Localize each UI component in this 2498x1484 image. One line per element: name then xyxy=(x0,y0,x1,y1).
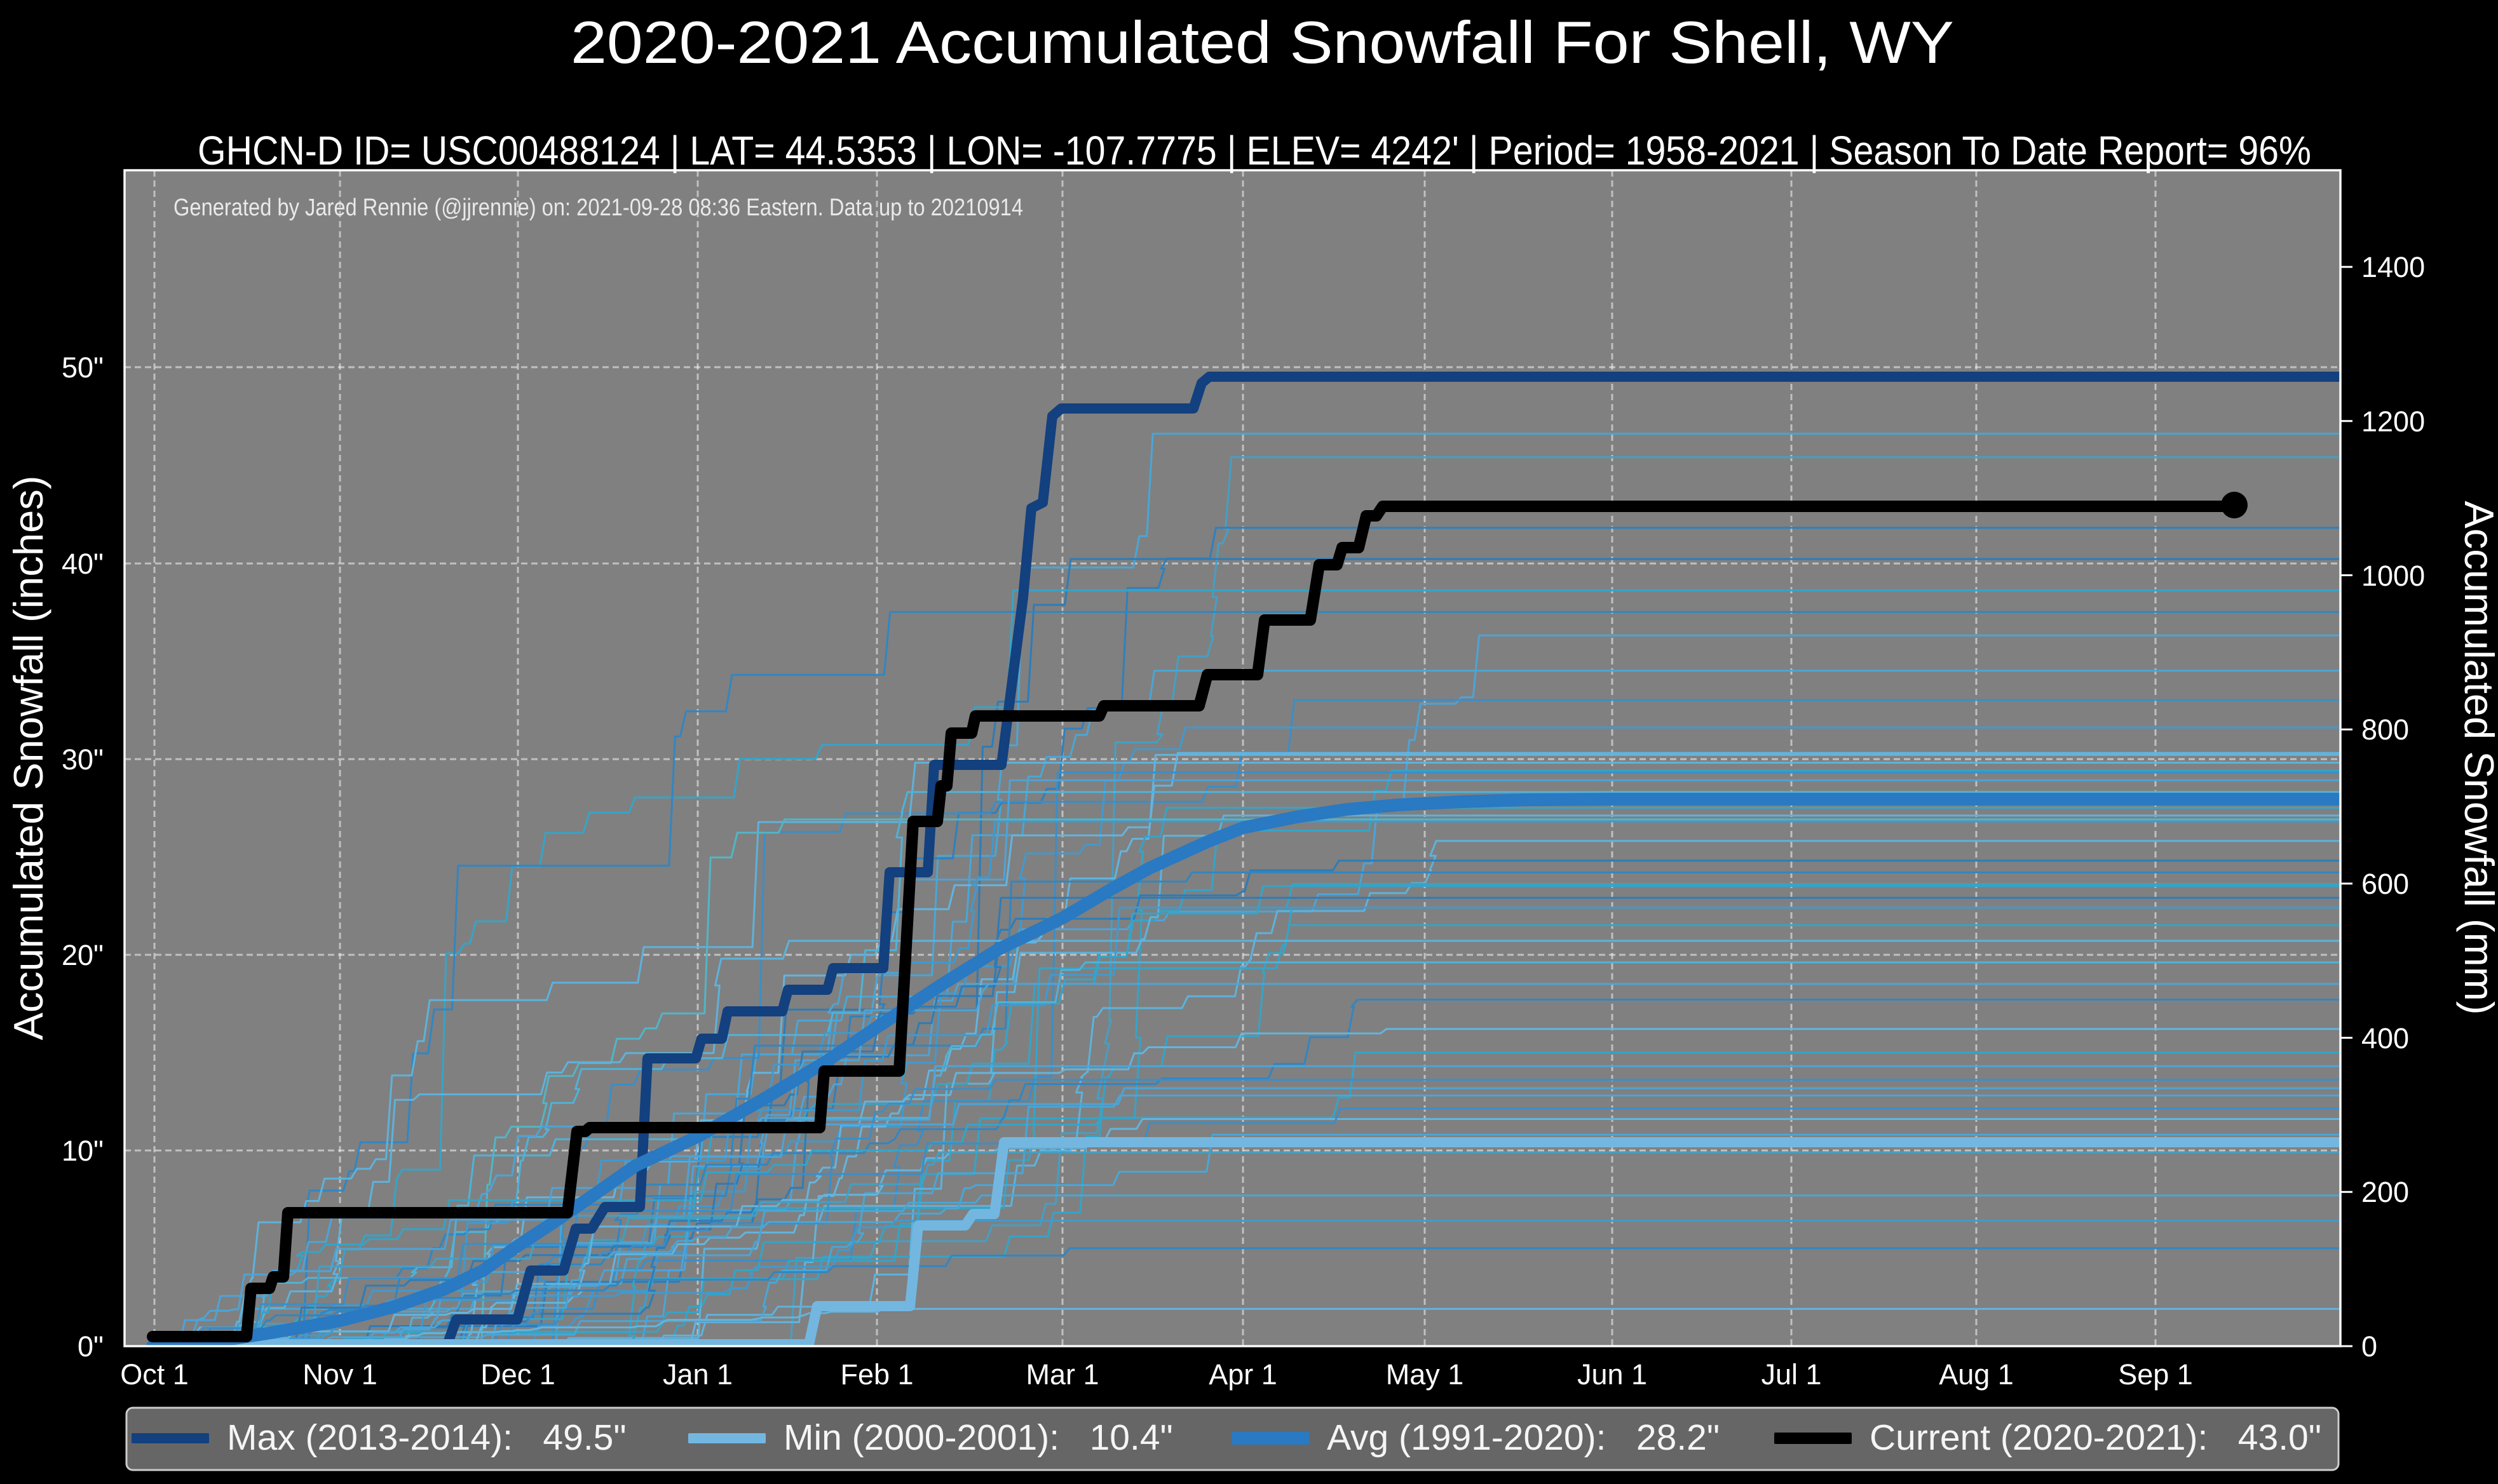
svg-text:Accumulated Snowfall (mm): Accumulated Snowfall (mm) xyxy=(2456,501,2498,1015)
svg-text:Avg (1991-2020): 28.2": Avg (1991-2020): 28.2" xyxy=(1327,1417,1720,1458)
svg-text:Nov 1: Nov 1 xyxy=(302,1358,377,1391)
svg-text:0: 0 xyxy=(2361,1330,2377,1363)
svg-text:May 1: May 1 xyxy=(1386,1358,1464,1391)
svg-text:Feb 1: Feb 1 xyxy=(840,1358,913,1391)
svg-text:400: 400 xyxy=(2361,1022,2409,1055)
svg-text:200: 200 xyxy=(2361,1176,2409,1208)
svg-text:Sep 1: Sep 1 xyxy=(2118,1358,2193,1391)
svg-text:50": 50" xyxy=(62,351,104,384)
svg-text:800: 800 xyxy=(2361,713,2409,746)
svg-text:Jun 1: Jun 1 xyxy=(1577,1358,1647,1391)
svg-text:Accumulated Snowfall (inches): Accumulated Snowfall (inches) xyxy=(5,476,51,1041)
svg-text:10": 10" xyxy=(62,1135,104,1167)
svg-text:2020-2021 Accumulated Snowfall: 2020-2021 Accumulated Snowfall For Shell… xyxy=(571,9,1954,76)
svg-text:20": 20" xyxy=(62,939,104,971)
svg-text:Min (2000-2001): 10.4": Min (2000-2001): 10.4" xyxy=(784,1417,1173,1458)
svg-text:Oct 1: Oct 1 xyxy=(120,1358,189,1391)
svg-text:GHCN-D ID= USC00488124 | LAT=: GHCN-D ID= USC00488124 | LAT= 44.5353 | … xyxy=(198,128,2311,173)
svg-text:Max (2013-2014): 49.5": Max (2013-2014): 49.5" xyxy=(227,1417,627,1458)
svg-text:Aug 1: Aug 1 xyxy=(1939,1358,2014,1391)
svg-text:600: 600 xyxy=(2361,868,2409,900)
svg-text:Apr 1: Apr 1 xyxy=(1209,1358,1277,1391)
svg-text:Jan 1: Jan 1 xyxy=(663,1358,733,1391)
svg-text:Dec 1: Dec 1 xyxy=(480,1358,555,1391)
svg-text:Jul 1: Jul 1 xyxy=(1761,1358,1821,1391)
svg-text:40": 40" xyxy=(62,548,104,580)
svg-text:1400: 1400 xyxy=(2361,251,2425,283)
svg-text:1200: 1200 xyxy=(2361,405,2425,438)
svg-text:0": 0" xyxy=(78,1330,104,1363)
svg-text:1000: 1000 xyxy=(2361,560,2425,592)
svg-text:Mar 1: Mar 1 xyxy=(1026,1358,1099,1391)
svg-text:30": 30" xyxy=(62,743,104,776)
svg-text:Current (2020-2021): 43.0": Current (2020-2021): 43.0" xyxy=(1870,1417,2321,1458)
svg-text:Generated by Jared Rennie (@jj: Generated by Jared Rennie (@jjrennie) on… xyxy=(173,194,1023,221)
